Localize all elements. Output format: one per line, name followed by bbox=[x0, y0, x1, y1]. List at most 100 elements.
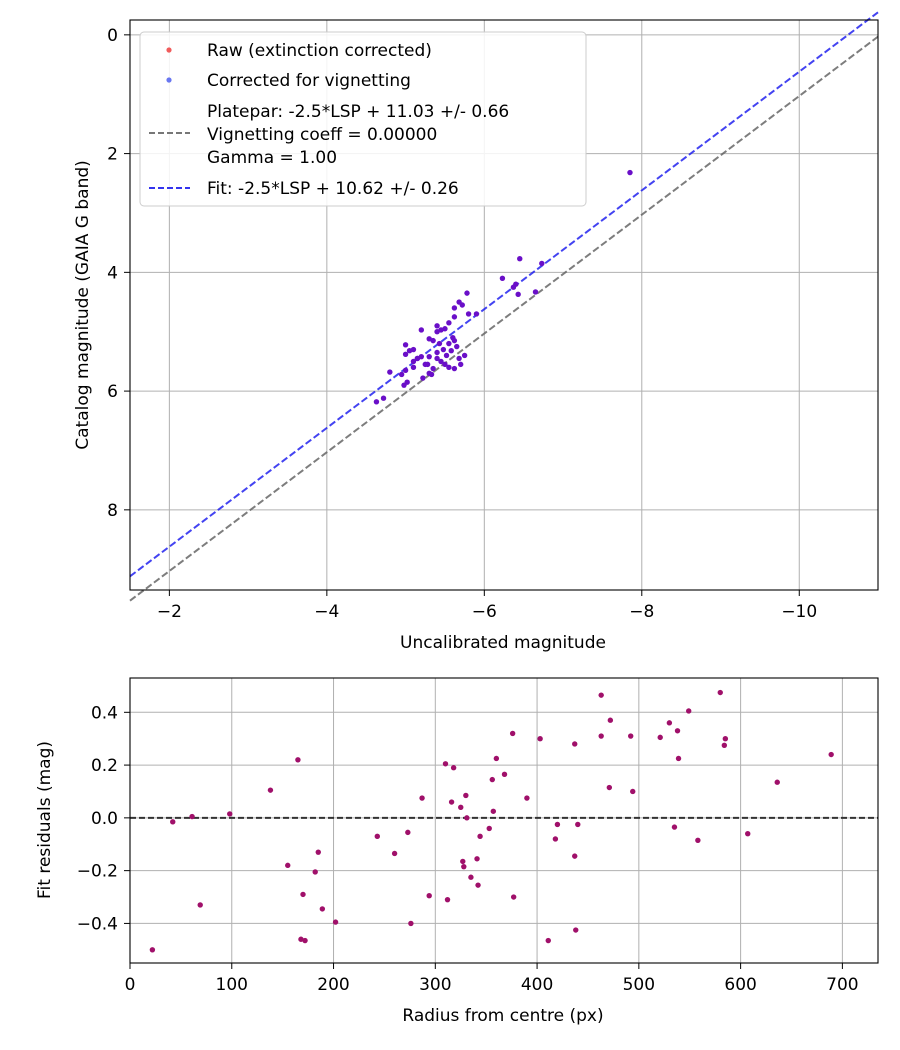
legend-platepar-label: Platepar: -2.5*LSP + 11.03 +/- 0.66 bbox=[207, 102, 509, 122]
top-data-point bbox=[406, 348, 413, 354]
legend-raw-label: Raw (extinction corrected) bbox=[207, 41, 432, 61]
top-data-point bbox=[454, 343, 460, 350]
top-data-point bbox=[442, 361, 448, 368]
top-data-point bbox=[627, 169, 633, 176]
bottom-data-point bbox=[460, 858, 466, 865]
bottom-data-point bbox=[575, 821, 581, 828]
bottom-data-point bbox=[300, 891, 306, 898]
legend-vignetting-label: Vignetting coeff = 0.00000 bbox=[207, 125, 437, 145]
bottom-data-point bbox=[405, 829, 411, 836]
bottom-data-point bbox=[477, 833, 483, 840]
top-data-point bbox=[418, 327, 425, 333]
bottom-data-point bbox=[189, 813, 195, 820]
bottom-data-point bbox=[598, 692, 604, 698]
bottom-data-point bbox=[444, 896, 451, 903]
top-data-point bbox=[446, 364, 452, 371]
bottom-data-point bbox=[448, 799, 455, 805]
top-points bbox=[373, 169, 633, 405]
top-data-point bbox=[459, 302, 465, 308]
bottom-data-point bbox=[489, 776, 495, 783]
top-data-point bbox=[401, 382, 407, 388]
top-data-point bbox=[438, 358, 444, 365]
bottom-data-point bbox=[419, 795, 425, 801]
top-data-point bbox=[410, 364, 417, 371]
top-data-point bbox=[446, 340, 452, 347]
top-data-point bbox=[402, 367, 409, 374]
top-data-point bbox=[517, 255, 523, 262]
top-y-tick-label: 2 bbox=[107, 145, 118, 165]
top-x-tick-label: −10 bbox=[781, 602, 817, 622]
bottom-data-point bbox=[554, 821, 561, 828]
bottom-data-point bbox=[630, 788, 636, 795]
top-data-point bbox=[434, 329, 440, 335]
legend-gamma-label: Gamma = 1.00 bbox=[207, 148, 337, 168]
bottom-y-tick-label: −0.2 bbox=[77, 862, 118, 882]
top-x-tick-label: −2 bbox=[157, 602, 182, 622]
top-data-point bbox=[398, 371, 405, 378]
legend-corrected-label: Corrected for vignetting bbox=[207, 71, 411, 91]
top-data-point bbox=[443, 352, 450, 359]
bottom-data-point bbox=[474, 856, 480, 862]
bottom-x-tick-label: 700 bbox=[826, 975, 858, 995]
bottom-data-point bbox=[686, 708, 692, 714]
top-data-point bbox=[461, 352, 468, 359]
legend: Raw (extinction corrected) Corrected for… bbox=[139, 31, 587, 207]
top-platepar-line bbox=[129, 35, 879, 602]
top-data-point bbox=[451, 314, 458, 320]
bottom-axes-frame bbox=[129, 677, 879, 964]
top-data-point bbox=[456, 355, 462, 362]
bottom-data-point bbox=[197, 902, 203, 908]
top-x-ticks: −2 −4 −6 −8 −10 bbox=[157, 590, 817, 622]
bottom-data-point bbox=[552, 836, 559, 842]
bottom-data-point bbox=[442, 761, 449, 767]
bottom-data-point bbox=[675, 755, 682, 762]
top-data-point bbox=[434, 355, 440, 362]
top-data-point bbox=[434, 323, 440, 329]
bottom-data-point bbox=[509, 730, 516, 737]
top-data-point bbox=[499, 275, 506, 281]
bottom-data-point bbox=[545, 937, 551, 944]
bottom-y-tick-label: 0.0 bbox=[91, 809, 118, 829]
top-data-point bbox=[426, 353, 432, 360]
bottom-data-point bbox=[461, 863, 467, 870]
bottom-data-point bbox=[298, 936, 304, 942]
bottom-data-point bbox=[606, 784, 613, 791]
bottom-data-point bbox=[598, 733, 604, 739]
bottom-data-point bbox=[315, 849, 321, 855]
top-data-point bbox=[464, 290, 470, 296]
top-y-tick-label: 0 bbox=[107, 26, 118, 46]
bottom-grid bbox=[129, 678, 878, 963]
bottom-data-point bbox=[285, 862, 291, 869]
bottom-data-point bbox=[267, 787, 274, 793]
top-data-point bbox=[448, 348, 454, 354]
bottom-x-tick-label: 0 bbox=[125, 975, 136, 995]
bottom-data-point bbox=[717, 689, 723, 696]
bottom-data-point bbox=[573, 927, 579, 933]
top-y-tick-label: 4 bbox=[107, 263, 118, 283]
bottom-data-point bbox=[374, 833, 380, 840]
bottom-x-ticks: 0 100 200 300 400 500 600 700 bbox=[125, 963, 859, 995]
top-data-point bbox=[451, 305, 458, 311]
bottom-data-point bbox=[319, 906, 326, 912]
top-data-point bbox=[436, 340, 443, 347]
top-data-point bbox=[446, 320, 452, 326]
top-data-point bbox=[539, 260, 545, 267]
bottom-data-point bbox=[572, 741, 578, 747]
top-y-tick-label: 8 bbox=[107, 501, 118, 521]
bottom-x-tick-label: 200 bbox=[317, 975, 349, 995]
bottom-data-point bbox=[463, 792, 469, 799]
bottom-data-point bbox=[458, 804, 464, 811]
top-data-point bbox=[510, 284, 517, 290]
bottom-data-point bbox=[486, 825, 492, 832]
top-data-point bbox=[402, 351, 409, 357]
bottom-data-point bbox=[510, 894, 517, 900]
bottom-x-axis-label: Radius from centre (px) bbox=[402, 1006, 603, 1026]
top-fit-lines bbox=[129, 11, 879, 602]
bottom-data-point bbox=[721, 742, 728, 748]
bottom-data-point bbox=[468, 874, 474, 880]
top-data-point bbox=[420, 375, 426, 381]
bottom-data-point bbox=[745, 830, 751, 837]
top-x-axis-label: Uncalibrated magnitude bbox=[400, 633, 606, 653]
legend-frame bbox=[139, 31, 587, 207]
top-data-point bbox=[430, 365, 436, 372]
